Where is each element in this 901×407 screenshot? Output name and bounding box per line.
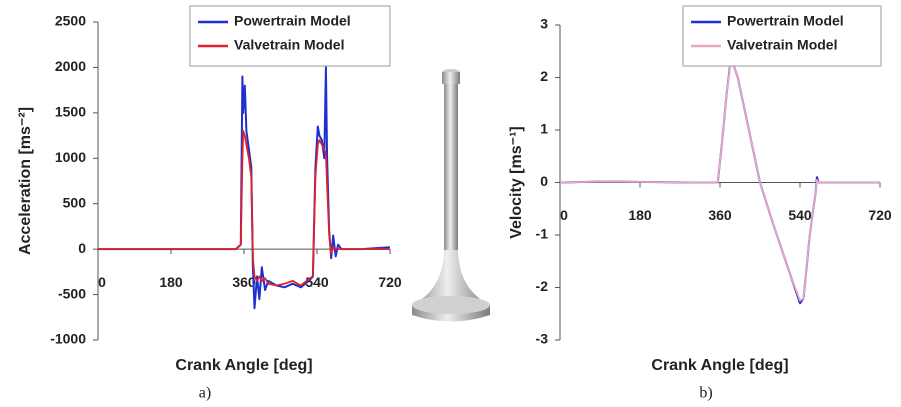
x-tick-label: 720 bbox=[868, 207, 892, 223]
caption: b) bbox=[699, 385, 712, 402]
y-tick-label: 2 bbox=[540, 68, 548, 84]
x-tick-label: 720 bbox=[378, 274, 402, 290]
x-tick-label: 0 bbox=[98, 274, 106, 290]
y-tick-label: -500 bbox=[58, 285, 86, 301]
x-axis-label: Crank Angle [deg] bbox=[175, 357, 312, 374]
y-tick-label: 1500 bbox=[55, 104, 86, 120]
x-axis-label: Crank Angle [deg] bbox=[651, 357, 788, 374]
series-line bbox=[98, 66, 391, 310]
x-tick-label: 0 bbox=[560, 207, 568, 223]
x-tick-label: 360 bbox=[708, 207, 732, 223]
y-tick-label: -3 bbox=[536, 331, 549, 347]
legend-box bbox=[682, 5, 882, 67]
y-tick-label: -1000 bbox=[50, 331, 86, 347]
y-tick-label: -2 bbox=[536, 278, 549, 294]
legend-label: Powertrain Model bbox=[234, 13, 351, 29]
y-axis-label: Velocity [ms⁻¹] bbox=[508, 126, 525, 238]
y-tick-label: 2000 bbox=[55, 58, 86, 74]
valve-illustration bbox=[412, 69, 490, 322]
y-axis-label: Acceleration [ms⁻²] bbox=[17, 107, 34, 255]
series-line bbox=[559, 58, 880, 302]
y-tick-label: 2500 bbox=[55, 13, 86, 29]
y-tick-label: -1 bbox=[536, 226, 549, 242]
y-tick-label: 500 bbox=[63, 194, 87, 210]
x-tick-label: 180 bbox=[159, 274, 183, 290]
y-tick-label: 0 bbox=[540, 173, 548, 189]
y-tick-label: 1000 bbox=[55, 149, 86, 165]
y-tick-label: 1 bbox=[540, 121, 548, 137]
series-line bbox=[98, 130, 390, 287]
x-tick-label: 540 bbox=[788, 207, 812, 223]
x-tick-label: 360 bbox=[232, 274, 256, 290]
caption: a) bbox=[199, 385, 211, 402]
series-line bbox=[559, 55, 880, 305]
legend-label: Valvetrain Model bbox=[234, 37, 344, 53]
y-tick-label: 3 bbox=[540, 16, 548, 32]
y-tick-label: 0 bbox=[78, 240, 86, 256]
legend-label: Powertrain Model bbox=[727, 13, 844, 29]
legend-label: Valvetrain Model bbox=[727, 37, 837, 53]
x-tick-label: 180 bbox=[628, 207, 652, 223]
legend-box bbox=[189, 5, 391, 67]
